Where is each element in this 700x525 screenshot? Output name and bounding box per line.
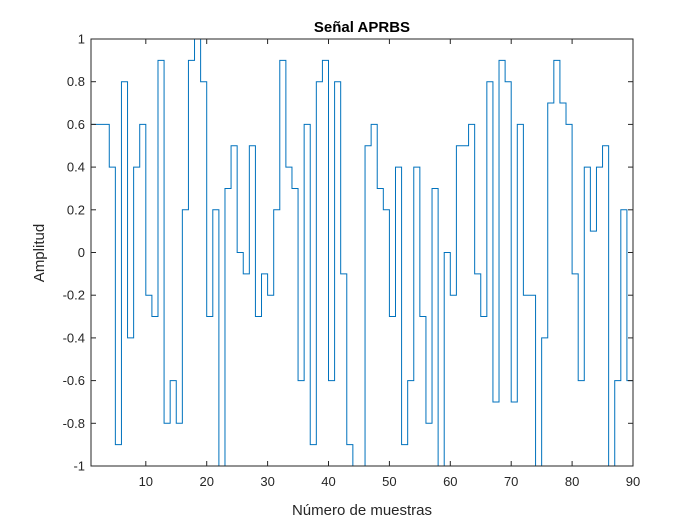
x-tick-label: 10: [139, 474, 153, 489]
y-tick-label: -0.2: [63, 288, 85, 303]
plot-area: [91, 39, 633, 466]
x-axis-ticks: 10 20 30 40 50 60 70 80 90: [139, 39, 640, 489]
axes-box: [90, 38, 634, 467]
y-tick-label: -0.4: [63, 330, 85, 345]
y-tick-label: 0.4: [67, 160, 85, 175]
y-tick-label: -0.6: [63, 373, 85, 388]
x-tick-label: 30: [260, 474, 274, 489]
x-tick-label: 50: [382, 474, 396, 489]
y-tick-label: -1: [73, 459, 85, 474]
x-tick-label: 90: [626, 474, 640, 489]
y-tick-label: 1: [78, 32, 85, 47]
y-tick-label: 0: [78, 245, 85, 260]
y-tick-label: -0.8: [63, 416, 85, 431]
y-axis-label: Amplitud: [31, 224, 48, 282]
x-axis-label: Número de muestras: [292, 502, 432, 519]
x-tick-label: 70: [504, 474, 518, 489]
aprbs-signal-line: [91, 39, 633, 466]
x-tick-label: 60: [443, 474, 457, 489]
series-layer: [91, 39, 633, 466]
y-tick-label: 0.6: [67, 117, 85, 132]
y-tick-label: 0.2: [67, 202, 85, 217]
y-tick-label: 0.8: [67, 74, 85, 89]
x-tick-label: 80: [565, 474, 579, 489]
x-tick-label: 20: [199, 474, 213, 489]
x-tick-label: 40: [321, 474, 335, 489]
chart-title: Señal APRBS: [314, 19, 410, 36]
